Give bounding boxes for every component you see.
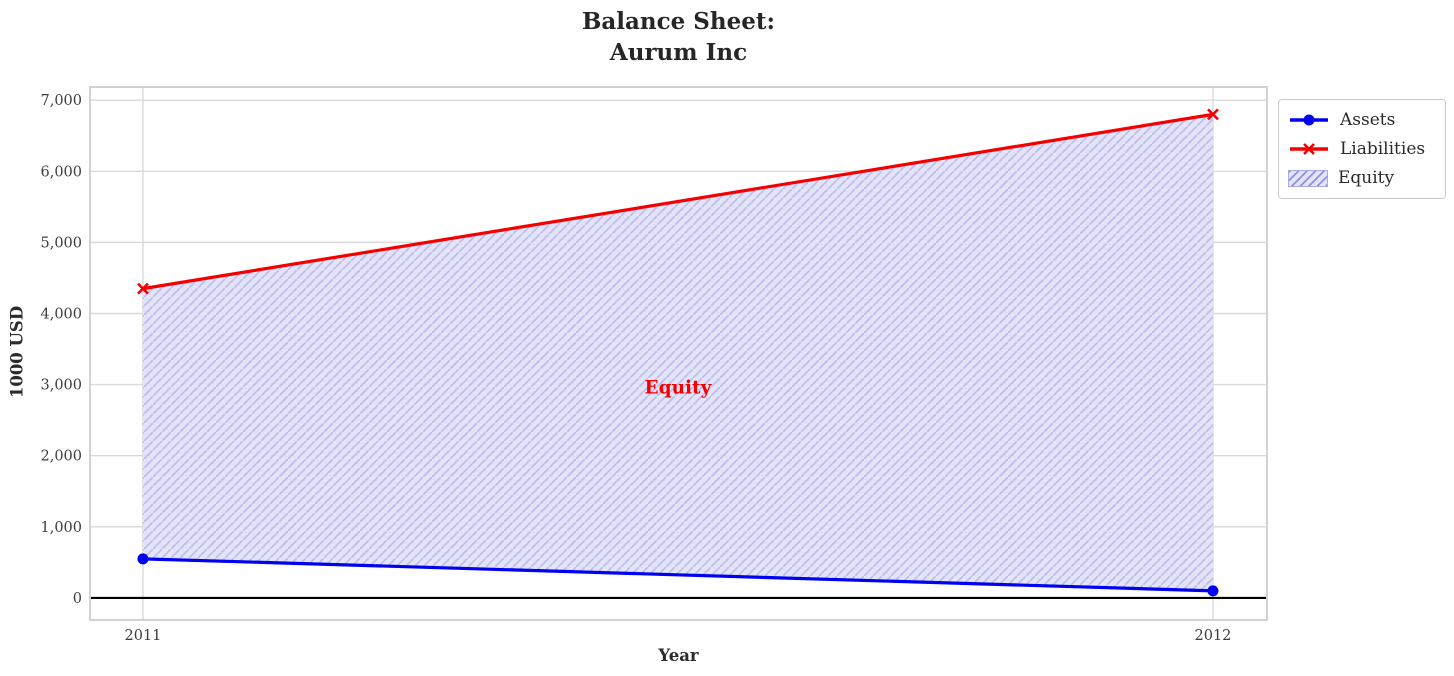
y-tick-label: 0	[73, 591, 82, 607]
legend-item-equity: Equity	[1288, 166, 1437, 190]
chart-title-line1: Balance Sheet:	[581, 8, 776, 35]
y-tick-label: 6,000	[40, 164, 82, 180]
legend: Assets Liabilities Equity	[1278, 99, 1446, 199]
equity-fill-region	[142, 114, 1213, 591]
legend-item-assets: Assets	[1288, 108, 1437, 132]
chart-title: Balance Sheet: Aurum Inc	[90, 6, 1267, 68]
y-tick-label: 2,000	[40, 449, 82, 465]
marker-x	[137, 282, 149, 295]
assets-line-circle-icon	[1290, 114, 1328, 126]
axes-spines	[89, 86, 1268, 621]
chart-title-line2: Aurum Inc	[609, 39, 748, 66]
marker-circle	[1207, 585, 1219, 597]
series-line-liabilities	[142, 112, 1214, 291]
y-tick-label: 4,000	[40, 306, 82, 322]
x-axis-label: Year	[658, 646, 699, 665]
legend-item-liabilities: Liabilities	[1288, 137, 1437, 161]
y-tick-label: 1,000	[40, 520, 82, 536]
marker-x	[1207, 108, 1219, 121]
x-tick-label: 2011	[125, 628, 162, 644]
legend-label-liabilities: Liabilities	[1340, 139, 1426, 159]
y-tick-label: 5,000	[40, 235, 82, 251]
marker-circle	[137, 553, 149, 565]
y-axis-label: 1000 USD	[7, 305, 27, 399]
y-tick-label: 7,000	[40, 93, 82, 109]
equity-hatched-patch-icon	[1288, 169, 1328, 187]
legend-label-assets: Assets	[1340, 110, 1396, 130]
series-line-assets	[142, 557, 1214, 593]
y-tick-label: 3,000	[40, 378, 82, 394]
liabilities-line-x-icon	[1290, 143, 1328, 155]
x-tick-label: 2012	[1195, 628, 1232, 644]
equity-annotation: Equity	[645, 377, 713, 398]
legend-label-equity: Equity	[1338, 168, 1395, 188]
